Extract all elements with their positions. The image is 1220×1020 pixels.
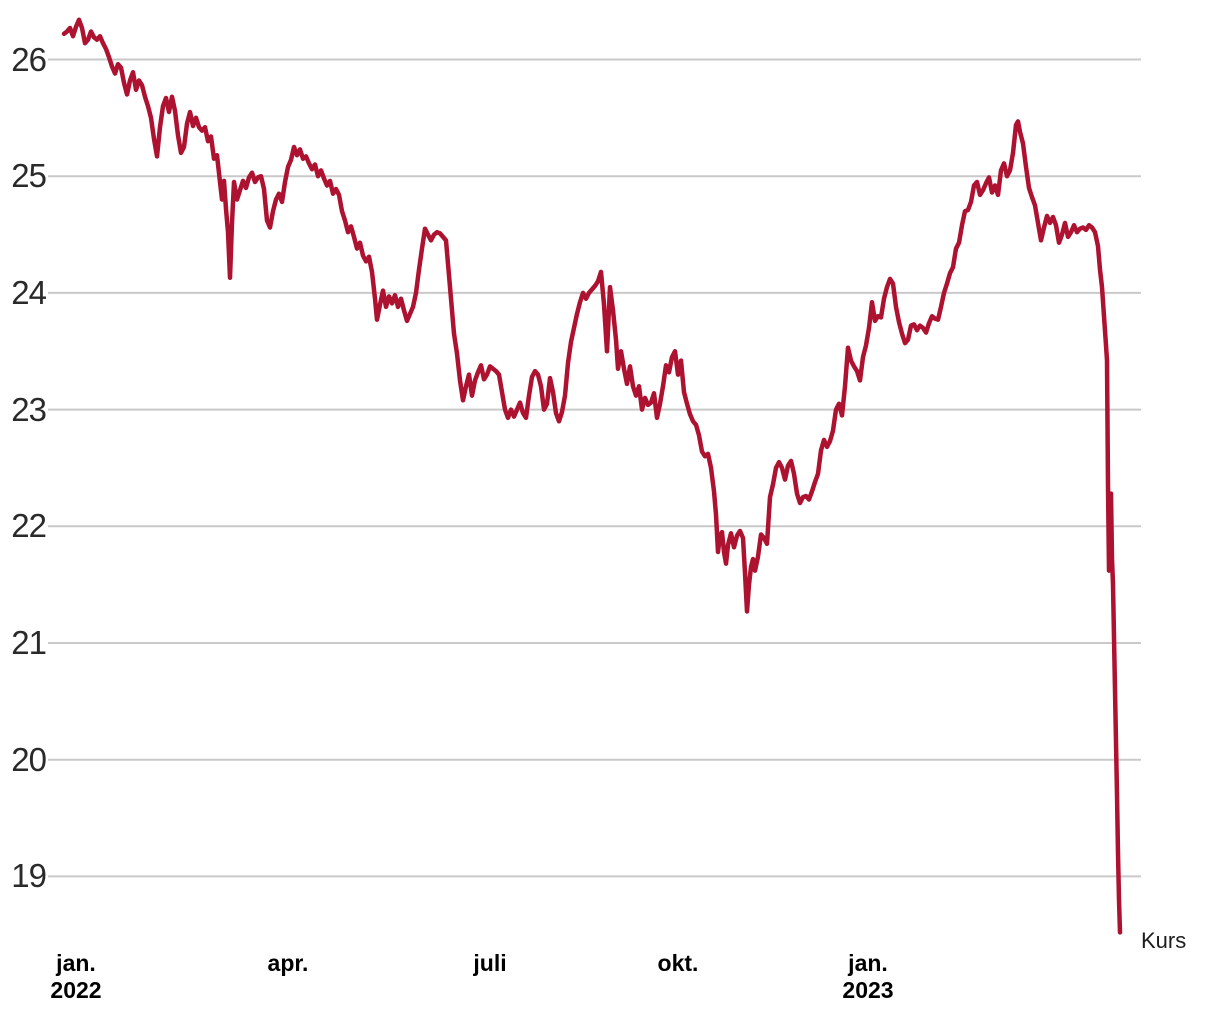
y-tick-label-26: 26 — [11, 41, 47, 78]
y-tick-label-24: 24 — [11, 274, 47, 311]
x-tick-label-okt: okt. — [658, 950, 699, 977]
y-tick-label-25: 25 — [11, 157, 47, 194]
series-label: Kurs — [1141, 928, 1187, 953]
y-tick-label-20: 20 — [11, 741, 47, 778]
x-tick-month: jan. — [56, 950, 96, 976]
y-tick-label-22: 22 — [11, 507, 47, 544]
x-tick-label-apr: apr. — [268, 950, 309, 977]
x-tick-month: jan. — [848, 950, 888, 976]
price-line — [61, 17, 1123, 935]
y-tick-label-21: 21 — [11, 624, 47, 661]
x-tick-year: 2023 — [842, 977, 894, 1003]
x-tick-month: okt. — [657, 950, 699, 976]
y-tick-label-19: 19 — [11, 857, 47, 894]
x-tick-month: juli — [473, 950, 507, 976]
x-tick-label-jan2022: jan. 2022 — [50, 950, 101, 1004]
x-tick-label-juli: juli — [473, 950, 506, 977]
x-tick-label-jan2023: jan. 2023 — [842, 950, 893, 1004]
x-tick-month: apr. — [267, 950, 309, 976]
x-tick-year: 2022 — [50, 977, 102, 1003]
y-tick-label-23: 23 — [11, 391, 47, 428]
